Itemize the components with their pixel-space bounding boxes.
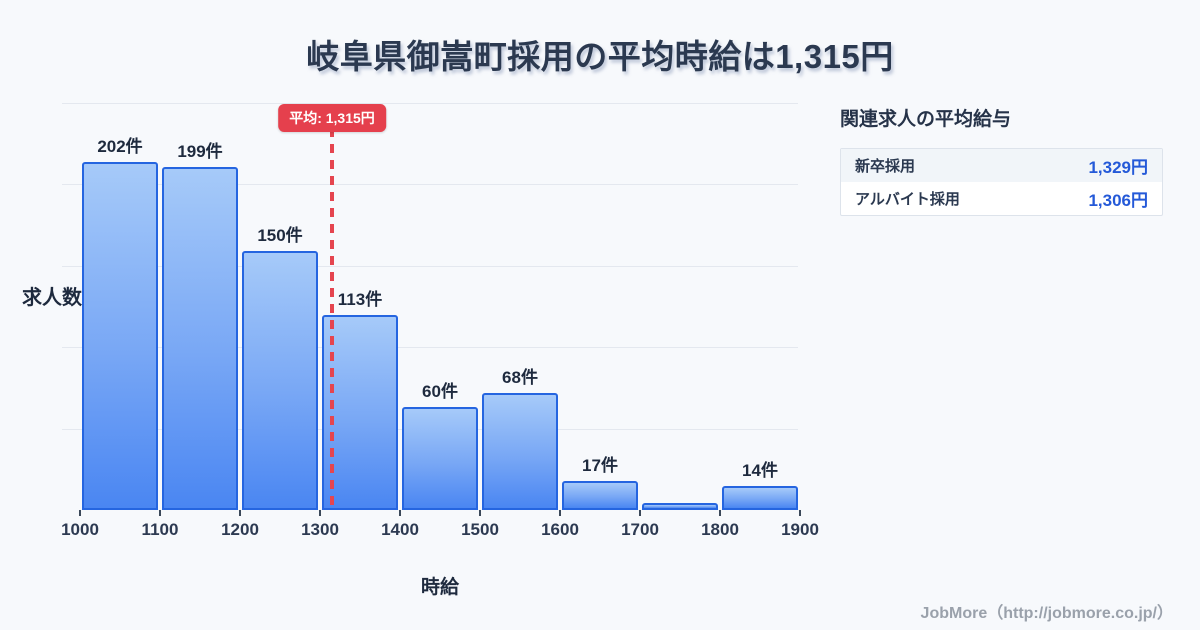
panel-heading: 関連求人の平均給与 [840,109,1012,130]
x-axis-tick [479,510,481,516]
x-axis-tick-label: 1300 [301,520,339,539]
salary-row-value: 1,329円 [1088,158,1148,177]
x-axis-tick-label: 1600 [541,520,579,539]
x-axis-tick [719,510,721,516]
average-dashed-line [330,128,334,510]
x-axis-tick [399,510,401,516]
x-axis-tick-label: 1400 [381,520,419,539]
salary-table: 新卒採用 1,329円アルバイト採用 1,306円 [840,148,1163,216]
x-axis-tick [639,510,641,516]
histogram-bar [321,315,398,510]
gridline [62,103,798,104]
histogram-bar [641,503,718,510]
x-axis-tick-label: 1800 [701,520,739,539]
x-axis-tick [559,510,561,516]
x-axis-label: 時給 [420,577,459,598]
histogram-bar [561,481,638,510]
bar-value-label: 199件 [177,142,223,161]
bar-value-label: 150件 [257,226,303,245]
x-axis-tick-label: 1500 [461,520,499,539]
x-axis-tick [239,510,241,516]
bar-value-label: 17件 [582,456,618,475]
x-axis-tick [159,510,161,516]
histogram-plot-area: 平均: 1,315円 202件 199件 150件 113件 60件 68件 17件 14件 1… [61,103,819,539]
bar-value-label: 113件 [337,290,383,309]
y-axis-label: 求人数 [22,287,82,309]
x-axis-tick [799,510,801,516]
gridline [62,265,798,267]
histogram-bar [721,486,798,510]
salary-table-row: 新卒採用 1,329円 [841,149,1162,182]
x-axis-tick-label: 1700 [621,520,659,539]
gridline [62,347,798,349]
histogram-bar [81,162,158,510]
x-axis-tick-label: 1900 [781,520,819,539]
x-axis-tick-label: 1000 [61,520,99,539]
average-badge: 平均: 1,315円 [278,104,386,132]
histogram-bar [161,167,238,510]
x-axis-tick-label: 1100 [141,520,179,539]
bar-value-label: 68件 [502,368,538,387]
salary-row-value: 1,306円 [1088,191,1148,210]
x-axis-tick-label: 1200 [221,520,259,539]
histogram-bar [241,251,318,510]
gridline [62,184,798,186]
histogram-bar [401,407,478,510]
salary-table-row: アルバイト採用 1,306円 [841,182,1162,215]
x-axis-tick [79,510,81,516]
related-salary-panel: 関連求人の平均給与 新卒採用 1,329円アルバイト採用 1,306円 [840,104,1163,216]
salary-row-label: アルバイト採用 [855,191,960,208]
footer-credit: JobMore（http://jobmore.co.jp/） [920,605,1173,622]
salary-row-label: 新卒採用 [855,158,916,175]
x-axis-tick [319,510,321,516]
bar-value-label: 202件 [97,137,143,156]
bar-value-label: 60件 [422,382,458,401]
histogram-bar [481,393,558,510]
page-title: 岐阜県御嵩町採用の平均時給は1,315円 [306,38,894,75]
bar-value-label: 14件 [742,461,778,480]
